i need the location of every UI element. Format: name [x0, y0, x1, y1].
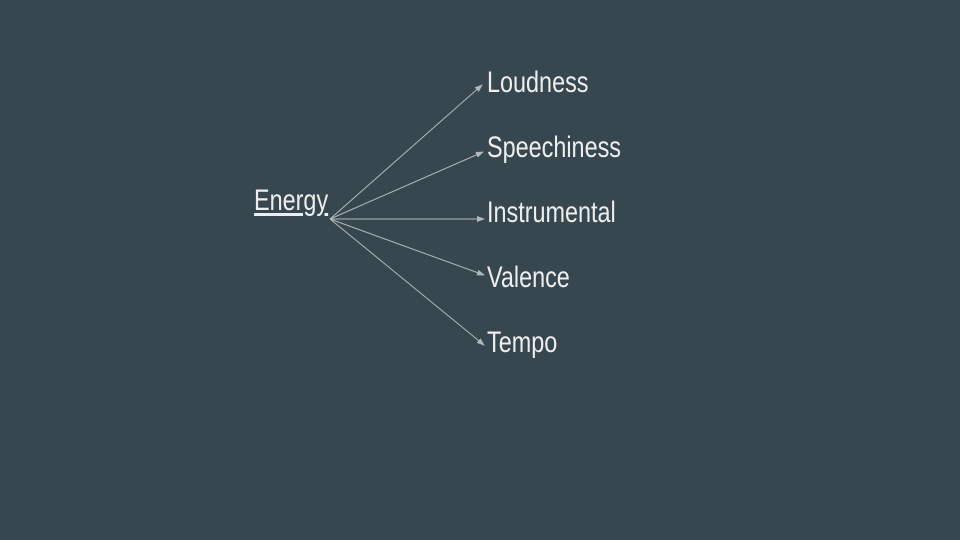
- arrow-to-valence: [329, 218, 485, 276]
- child-node-label: Tempo: [487, 326, 558, 359]
- arrow-to-tempo: [329, 218, 485, 346]
- arrow-to-speechiness: [329, 151, 484, 220]
- child-node-label: Speechiness: [487, 131, 622, 164]
- child-node-label: Valence: [487, 261, 570, 294]
- child-node-label: Instrumental: [487, 196, 616, 229]
- arrow-to-loudness: [329, 84, 483, 220]
- root-node-label: Energy: [254, 184, 329, 217]
- child-node-label: Loudness: [487, 66, 589, 99]
